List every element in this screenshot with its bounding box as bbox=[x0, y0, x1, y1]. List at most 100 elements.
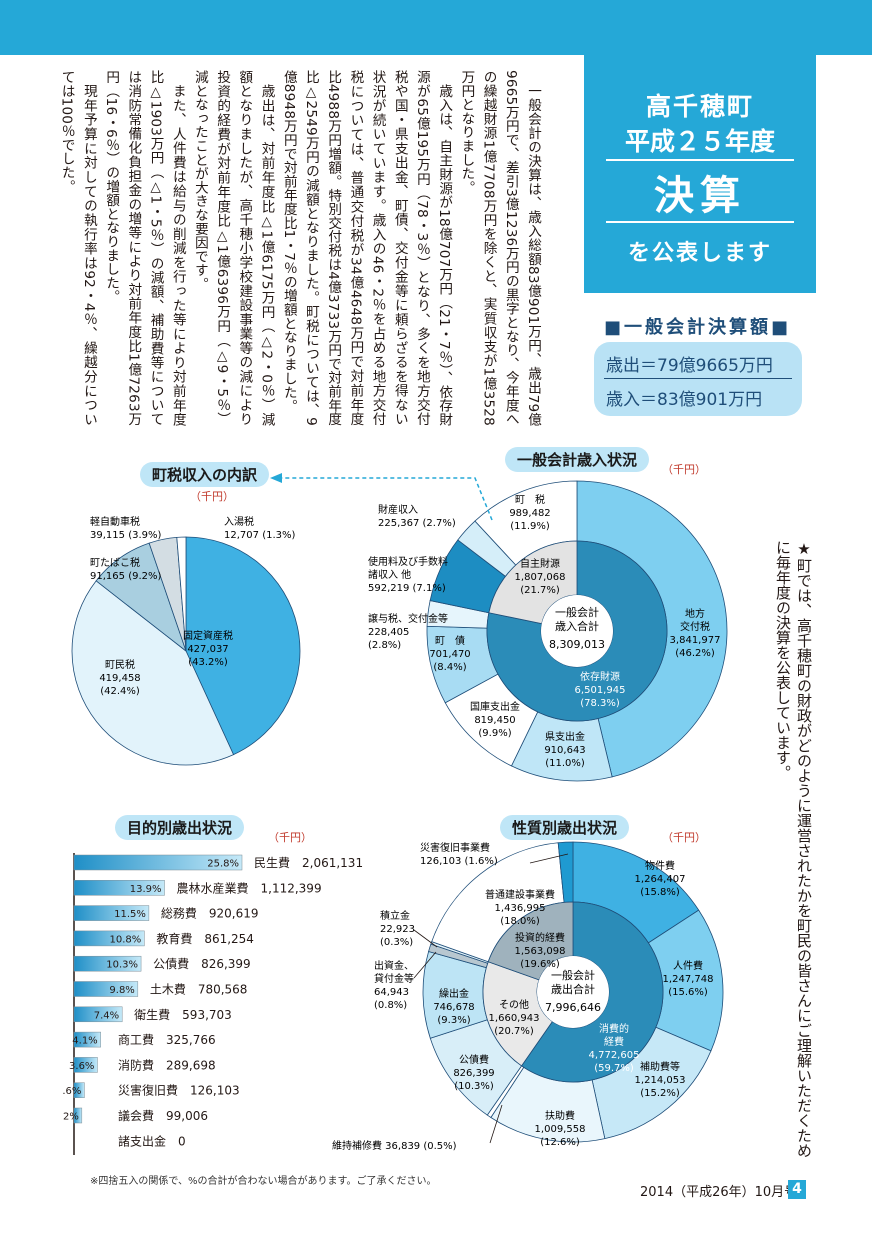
rev-label-joyo-1: 譲与税、交付金等 bbox=[368, 612, 448, 625]
nat-label-futsu-2: 1,436,995 bbox=[495, 903, 546, 914]
revenue-chart-title: 一般会計歳入状況 bbox=[505, 447, 650, 472]
purpose-bar-0 bbox=[73, 854, 243, 871]
body-paragraph-1: 一般会計の決算は、歳入総額83億901万円、歳出79億9665万円で、差引3億1… bbox=[458, 70, 541, 426]
nat-label-shusshi-4: (0.8%) bbox=[374, 1000, 407, 1011]
nat-label-hojo-2: 1,214,053 bbox=[635, 1075, 686, 1086]
tax-pie-slice-1 bbox=[71, 580, 235, 766]
nat-label-futsu-3: (18.0%) bbox=[500, 916, 540, 927]
nat-label-tsumi-1: 積立金 bbox=[380, 909, 410, 922]
purpose-chart-unit: （千円） bbox=[268, 831, 312, 844]
rev-label-shiyo-1: 使用料及び手数料 bbox=[368, 555, 448, 568]
purpose-bar-6 bbox=[73, 1006, 123, 1023]
rev-label-izon-3: (78.3%) bbox=[580, 698, 620, 709]
purpose-bar-label-6: 衛生費 593,703 bbox=[134, 1007, 232, 1022]
revenue-center-line3: 8,309,013 bbox=[549, 638, 605, 651]
tax-label-kotei-1: 固定資産税 bbox=[183, 629, 233, 642]
rev-label-jishu-1: 自主財源 bbox=[520, 557, 560, 570]
nat-label-shusshi-3: 64,943 bbox=[374, 987, 409, 998]
nat-label-sonota-3: (20.7%) bbox=[494, 1026, 534, 1037]
revenue-center-line1: 一般会計 bbox=[555, 605, 599, 619]
nat-label-kosai-1: 公債費 bbox=[459, 1053, 489, 1066]
footnote: ※四捨五入の関係で、%の合計が合わない場合があります。ご了承ください。 bbox=[90, 1176, 437, 1187]
rev-label-kokko-2: 819,450 bbox=[474, 715, 515, 726]
purpose-bar-pct-7: 4.1% bbox=[72, 1036, 97, 1047]
rev-label-chosai-1: 町 債 bbox=[435, 634, 465, 647]
rev-label-kokko-1: 国庫支出金 bbox=[470, 700, 520, 713]
rev-label-kofu-3: 3,841,977 bbox=[670, 635, 721, 646]
rev-label-ken-2: 910,643 bbox=[544, 745, 585, 756]
nat-label-shusshi-2: 貸付金等 bbox=[374, 972, 414, 985]
tax-pie-slice-4 bbox=[176, 536, 187, 652]
tax-label-chomin-3: (42.4%) bbox=[100, 686, 140, 697]
purpose-bar-10 bbox=[73, 1107, 83, 1124]
tax-label-chomin-2: 419,458 bbox=[99, 673, 140, 684]
purpose-bar-3 bbox=[73, 930, 145, 947]
purpose-bar-2 bbox=[73, 905, 150, 921]
purpose-bar-4 bbox=[73, 955, 142, 972]
rev-label-izon-2: 6,501,945 bbox=[575, 685, 626, 696]
rev-label-kofu-1: 地方 bbox=[685, 607, 705, 620]
revenue-center-hole bbox=[541, 595, 613, 667]
nat-label-tsumi-2: 22,923 bbox=[380, 924, 415, 935]
nat-label-futsu-1: 普通建設事業費 bbox=[485, 888, 555, 901]
rev-label-chosai-2: 701,470 bbox=[429, 649, 470, 660]
page-number: 4 bbox=[788, 1180, 806, 1199]
purpose-bar-label-8: 消防費 289,698 bbox=[118, 1057, 216, 1072]
purpose-bar-label-7: 商工費 325,766 bbox=[118, 1032, 216, 1047]
expenditure-total: 歳出＝79億9665万円 bbox=[606, 356, 773, 376]
nature-donut-chart: 一般会計 歳出合計 7,996,646 物件費 1,264,407 (15.8%… bbox=[332, 841, 724, 1152]
kessan-box: 歳出＝79億9665万円 歳入＝83億901万円 bbox=[594, 342, 802, 416]
rev-label-joyo-3: (2.8%) bbox=[368, 640, 401, 651]
nat-label-jinken-3: (15.6%) bbox=[668, 987, 708, 998]
purpose-bar-5 bbox=[73, 981, 139, 997]
rev-label-shiyo-2: 諸収入 他 bbox=[368, 568, 411, 581]
revenue-chart-unit: （千円） bbox=[662, 463, 706, 476]
purpose-bar-pct-2: 11.5% bbox=[114, 909, 146, 920]
nat-label-bukken-3: (15.8%) bbox=[640, 887, 680, 898]
revenue-center-line2: 歳入合計 bbox=[555, 619, 599, 633]
top-color-bar bbox=[0, 0, 872, 55]
rev-label-chozei-1: 町 税 bbox=[515, 493, 545, 506]
title-main: 決算 bbox=[654, 173, 746, 219]
nature-center-line3: 7,996,646 bbox=[545, 1001, 601, 1014]
nat-label-fujo-2: 1,009,558 bbox=[535, 1124, 586, 1135]
nature-chart-unit: （千円） bbox=[662, 831, 706, 844]
nat-label-bukken-2: 1,264,407 bbox=[635, 874, 686, 885]
nat-label-hojo-3: (15.2%) bbox=[640, 1088, 680, 1099]
rev-label-kofu-2: 交付税 bbox=[680, 620, 710, 633]
nat-label-kuri-2: 746,678 bbox=[433, 1002, 474, 1013]
purpose-bar-label-3: 教育費 861,254 bbox=[156, 931, 254, 946]
tax-label-nyuto-2: 12,707 (1.3%) bbox=[224, 530, 295, 541]
purpose-bar-1 bbox=[73, 880, 165, 896]
body-paragraph-4: また、人件費は給与の削減を行った等により対前年度比△1903万円（△1・5％）の… bbox=[103, 70, 186, 426]
purpose-bar-pct-1: 13.9% bbox=[130, 884, 162, 895]
purpose-bar-7 bbox=[73, 1031, 101, 1048]
nat-label-iji: 維持補修費 36,839 (0.5%) bbox=[332, 1139, 457, 1152]
rev-label-kokko-3: (9.9%) bbox=[478, 728, 511, 739]
rev-label-shiyo-3: 592,219 (7.1%) bbox=[368, 583, 446, 594]
title-rule-bottom bbox=[606, 221, 794, 223]
issue-date: 2014（平成26年）10月号 bbox=[640, 1185, 798, 1200]
nature-chart-title: 性質別歳出状況 bbox=[500, 815, 630, 840]
rev-label-izon-1: 依存財源 bbox=[580, 670, 620, 683]
title-rule-top bbox=[606, 159, 794, 161]
nat-label-toshi-3: (19.6%) bbox=[520, 959, 560, 970]
tax-label-tabako-1: 町たばこ税 bbox=[90, 556, 140, 569]
tax-chart-unit: （千円） bbox=[190, 490, 234, 503]
tax-label-tabako-2: 91,165 (9.2%) bbox=[90, 571, 161, 582]
nat-label-tsumi-3: (0.3%) bbox=[380, 937, 413, 948]
purpose-bar-pct-5: 9.8% bbox=[109, 985, 134, 996]
rev-label-chozei-2: 989,482 bbox=[509, 508, 550, 519]
tax-link-arrow bbox=[270, 473, 493, 521]
tax-label-nyuto-1: 入湯税 bbox=[224, 515, 254, 528]
tax-label-kotei-2: 427,037 bbox=[187, 644, 228, 655]
title-sub: を公表します bbox=[627, 241, 772, 266]
purpose-bar-label-0: 民生費 2,061,131 bbox=[254, 855, 363, 870]
nat-label-toshi-2: 1,563,098 bbox=[515, 946, 566, 957]
kessan-separator bbox=[604, 378, 792, 379]
tax-label-chomin-1: 町民税 bbox=[105, 658, 135, 671]
nat-label-jinken-1: 人件費 bbox=[673, 959, 703, 972]
nat-label-bukken-1: 物件費 bbox=[645, 859, 675, 872]
rev-label-zaisan-2: 225,367 (2.7%) bbox=[378, 518, 456, 529]
purpose-bar-9 bbox=[73, 1082, 85, 1098]
